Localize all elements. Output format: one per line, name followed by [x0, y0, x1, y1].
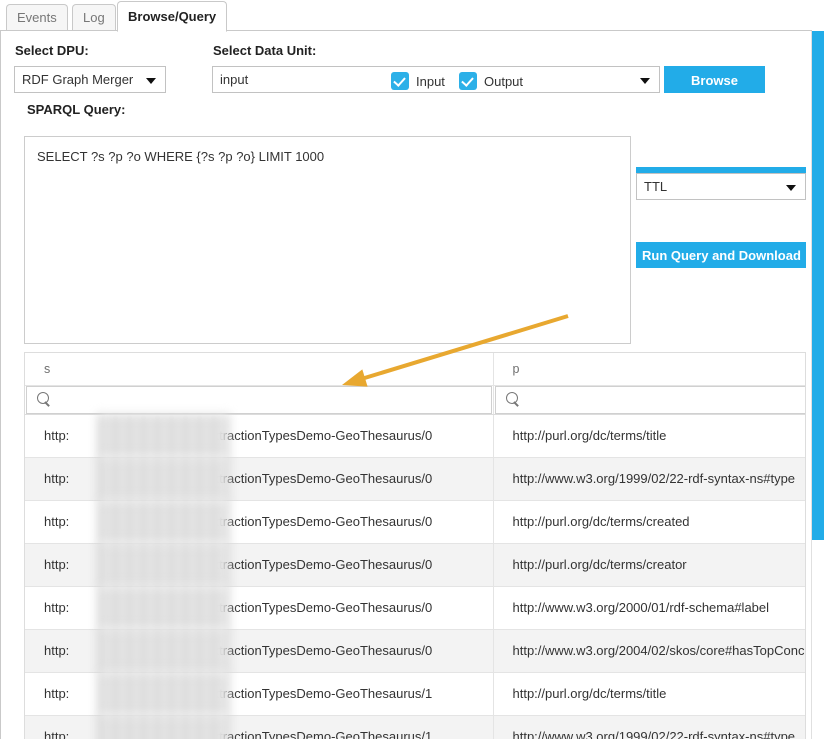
- cell-s: http: /ExtractionTypesDemo-GeoThesaurus/1: [25, 715, 494, 739]
- browse-query-panel: Select DPU: Select Data Unit: SPARQL Que…: [0, 30, 812, 739]
- search-icon: [505, 391, 518, 404]
- filter-input-p[interactable]: [523, 386, 805, 413]
- vertical-scrollbar-thumb[interactable]: [812, 31, 824, 540]
- tab-log[interactable]: Log: [72, 4, 116, 31]
- cell-s: http: /ExtractionTypesDemo-GeoThesaurus/0: [25, 629, 494, 673]
- cell-p: http://purl.org/dc/terms/title: [493, 672, 805, 716]
- cell-p: http://purl.org/dc/terms/creator: [493, 543, 805, 587]
- cell-s-prefix: http:: [44, 643, 70, 658]
- cell-p: http://www.w3.org/2000/01/rdf-schema#lab…: [493, 586, 805, 630]
- tab-events[interactable]: Events: [6, 4, 68, 31]
- output-checkbox-label: Output: [484, 73, 524, 89]
- output-format-select[interactable]: TTL: [636, 173, 806, 200]
- results-filter-row: [25, 385, 805, 415]
- cell-s-prefix: http:: [44, 557, 70, 572]
- tab-events-label: Events: [17, 10, 57, 25]
- table-row[interactable]: http: /ExtractionTypesDemo-GeoThesaurus/0…: [25, 457, 805, 501]
- filter-input-s[interactable]: [55, 386, 491, 413]
- cell-s: http: /ExtractionTypesDemo-GeoThesaurus/0: [25, 543, 494, 587]
- cell-s-suffix: /ExtractionTypesDemo-GeoThesaurus/1: [200, 686, 433, 701]
- tab-log-label: Log: [83, 10, 105, 25]
- table-row[interactable]: http: /ExtractionTypesDemo-GeoThesaurus/0…: [25, 500, 805, 544]
- check-icon: [459, 72, 477, 90]
- dpu-select-value: RDF Graph Merger: [22, 72, 134, 87]
- browse-button[interactable]: Browse: [664, 66, 765, 93]
- select-dpu-label: Select DPU:: [15, 43, 89, 58]
- cell-s-suffix: /ExtractionTypesDemo-GeoThesaurus/0: [200, 428, 433, 443]
- results-table: s p o: [25, 353, 805, 739]
- cell-s-prefix: http:: [44, 514, 70, 529]
- table-row[interactable]: http: /ExtractionTypesDemo-GeoThesaurus/0…: [25, 414, 805, 458]
- input-checkbox-label: Input: [416, 73, 445, 89]
- check-icon: [391, 72, 409, 90]
- select-data-unit-label: Select Data Unit:: [213, 43, 317, 58]
- cell-s: http: /ExtractionTypesDemo-GeoThesaurus/0: [25, 586, 494, 630]
- table-row[interactable]: http: /ExtractionTypesDemo-GeoThesaurus/0…: [25, 629, 805, 673]
- run-query-and-download-button[interactable]: Run Query and Download: [636, 242, 806, 268]
- table-row[interactable]: http: /ExtractionTypesDemo-GeoThesaurus/1…: [25, 672, 805, 716]
- cell-s-suffix: /ExtractionTypesDemo-GeoThesaurus/1: [200, 729, 433, 739]
- table-row[interactable]: http: /ExtractionTypesDemo-GeoThesaurus/0…: [25, 543, 805, 587]
- cell-p: http://www.w3.org/1999/02/22-rdf-syntax-…: [493, 457, 805, 501]
- data-unit-select-value: input: [220, 72, 249, 87]
- dpu-select[interactable]: RDF Graph Merger: [14, 66, 166, 93]
- cell-s-prefix: http:: [44, 729, 70, 739]
- results-header-row: s p o: [25, 353, 805, 386]
- sparql-query-label: SPARQL Query:: [27, 102, 126, 117]
- chevron-down-icon: [786, 185, 796, 191]
- chevron-down-icon: [640, 78, 650, 84]
- column-header-p[interactable]: p: [493, 353, 805, 386]
- output-checkbox[interactable]: Output: [459, 72, 523, 90]
- results-table-container[interactable]: s p o: [24, 352, 806, 739]
- output-format-value: TTL: [644, 179, 668, 194]
- filter-cell-s: [25, 385, 494, 415]
- cell-s-suffix: /ExtractionTypesDemo-GeoThesaurus/0: [200, 514, 433, 529]
- tab-strip: Events Log Browse/Query: [0, 0, 824, 32]
- cell-s-suffix: /ExtractionTypesDemo-GeoThesaurus/0: [200, 600, 433, 615]
- cell-p: http://www.w3.org/1999/02/22-rdf-syntax-…: [493, 715, 805, 739]
- cell-s-prefix: http:: [44, 686, 70, 701]
- input-checkbox[interactable]: Input: [391, 72, 445, 90]
- results-table-head: s p o: [25, 353, 805, 415]
- cell-p: http://purl.org/dc/terms/title: [493, 414, 805, 458]
- cell-p: http://www.w3.org/2004/02/skos/core#hasT…: [493, 629, 805, 673]
- table-row[interactable]: http: /ExtractionTypesDemo-GeoThesaurus/1…: [25, 715, 805, 739]
- cell-p: http://purl.org/dc/terms/created: [493, 500, 805, 544]
- filter-cell-p: [493, 385, 805, 415]
- table-row[interactable]: http: /ExtractionTypesDemo-GeoThesaurus/0…: [25, 586, 805, 630]
- tab-browse-query-label: Browse/Query: [128, 9, 217, 24]
- vertical-scrollbar[interactable]: [811, 31, 824, 739]
- cell-s-prefix: http:: [44, 600, 70, 615]
- tab-browse-query[interactable]: Browse/Query: [117, 1, 228, 32]
- column-header-s[interactable]: s: [25, 353, 494, 386]
- cell-s-suffix: /ExtractionTypesDemo-GeoThesaurus/0: [200, 643, 433, 658]
- cell-s: http: /ExtractionTypesDemo-GeoThesaurus/0: [25, 500, 494, 544]
- cell-s: http: /ExtractionTypesDemo-GeoThesaurus/0: [25, 457, 494, 501]
- cell-s: http: /ExtractionTypesDemo-GeoThesaurus/0: [25, 414, 494, 458]
- data-unit-select[interactable]: input: [212, 66, 660, 93]
- search-icon: [37, 391, 49, 404]
- cell-s: http: /ExtractionTypesDemo-GeoThesaurus/1: [25, 672, 494, 716]
- sparql-query-input[interactable]: [24, 136, 631, 344]
- cell-s-suffix: /ExtractionTypesDemo-GeoThesaurus/0: [200, 557, 433, 572]
- chevron-down-icon: [146, 78, 156, 84]
- results-table-body: http: /ExtractionTypesDemo-GeoThesaurus/0…: [25, 414, 805, 739]
- cell-s-prefix: http:: [44, 428, 70, 443]
- cell-s-prefix: http:: [44, 471, 70, 486]
- cell-s-suffix: /ExtractionTypesDemo-GeoThesaurus/0: [200, 471, 433, 486]
